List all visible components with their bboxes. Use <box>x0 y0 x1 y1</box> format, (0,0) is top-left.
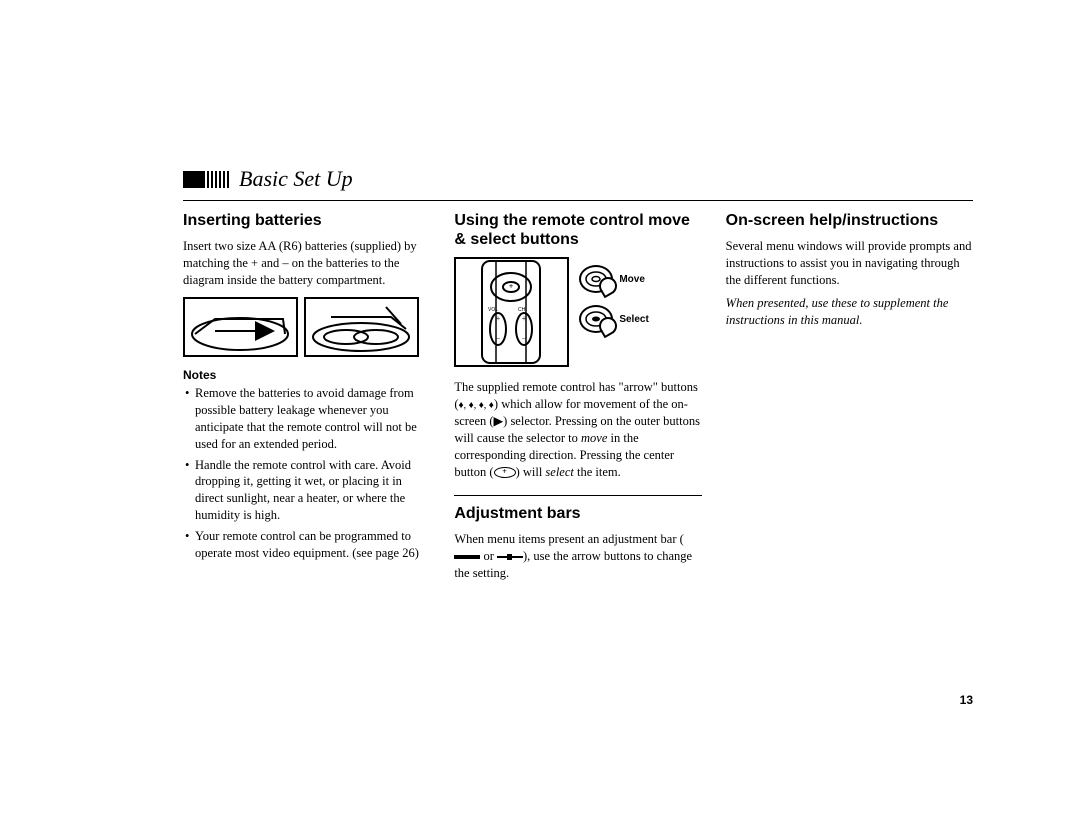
battery-illus-left <box>183 297 298 357</box>
title-decor <box>183 171 229 188</box>
heading-remote: Using the remote control move & select b… <box>454 211 701 249</box>
note-item: Your remote control can be programmed to… <box>183 528 430 562</box>
col-onscreen-help: On-screen help/instructions Several menu… <box>726 211 973 587</box>
select-button-icon <box>579 305 613 333</box>
notes-label: Notes <box>183 367 430 383</box>
section-rule <box>454 495 701 496</box>
heading-adjustment-bars: Adjustment bars <box>454 504 701 523</box>
manual-page: Basic Set Up Inserting batteries Insert … <box>183 166 973 587</box>
svg-text:VOL: VOL <box>488 307 498 313</box>
text-span: the item. <box>574 465 621 479</box>
decor-block-solid <box>183 171 205 188</box>
move-button-icon <box>579 265 613 293</box>
callout-select: Select <box>579 305 648 333</box>
svg-text:−: − <box>496 334 501 343</box>
remote-drawing: + VOL CH + − + − <box>454 257 569 367</box>
note-item: Remove the batteries to avoid damage fro… <box>183 385 430 453</box>
battery-drawing-icon <box>185 299 296 355</box>
center-button-icon <box>494 467 516 478</box>
emphasis-move: move <box>581 431 607 445</box>
move-label: Move <box>619 273 645 287</box>
text-span: ) will <box>516 465 546 479</box>
notes-list: Remove the batteries to avoid damage fro… <box>183 385 430 562</box>
page-title: Basic Set Up <box>239 166 353 192</box>
svg-text:+: + <box>496 314 501 323</box>
adjustment-description: When menu items present an adjustment ba… <box>454 531 701 582</box>
callout-move: Move <box>579 265 648 293</box>
remote-illustration: + VOL CH + − + − <box>454 257 701 367</box>
col-inserting-batteries: Inserting batteries Insert two size AA (… <box>183 211 430 587</box>
title-rule <box>183 200 973 201</box>
battery-illustration <box>183 297 430 357</box>
svg-text:+: + <box>509 282 514 291</box>
bar-solid-icon <box>454 555 480 559</box>
select-label: Select <box>619 313 648 327</box>
help-para1: Several menu windows will provide prompt… <box>726 238 973 289</box>
title-row: Basic Set Up <box>183 166 973 192</box>
heading-inserting-batteries: Inserting batteries <box>183 211 430 230</box>
remote-description: The supplied remote control has "arrow" … <box>454 379 701 480</box>
heading-onscreen-help: On-screen help/instructions <box>726 211 973 230</box>
columns: Inserting batteries Insert two size AA (… <box>183 211 973 587</box>
svg-text:−: − <box>522 334 527 343</box>
arrow-glyphs: ♦, ♦, ♦, ♦ <box>459 400 494 411</box>
intro-text: Insert two size AA (R6) batteries (suppl… <box>183 238 430 289</box>
page-number: 13 <box>960 693 973 707</box>
remote-callouts: Move Select <box>579 265 648 333</box>
battery-illus-right <box>304 297 419 357</box>
bar-slider-icon <box>497 556 523 558</box>
text-span: When menu items present an adjustment ba… <box>454 532 683 546</box>
battery-drawing-2-icon <box>306 299 417 355</box>
emphasis-select: select <box>545 465 573 479</box>
decor-block-stripes <box>207 171 229 188</box>
svg-text:+: + <box>522 314 527 323</box>
col-remote: Using the remote control move & select b… <box>454 211 701 587</box>
note-item: Handle the remote control with care. Avo… <box>183 457 430 525</box>
help-para2: When presented, use these to supplement … <box>726 295 973 329</box>
remote-icon: + VOL CH + − + − <box>456 259 567 365</box>
text-span: or <box>480 549 497 563</box>
